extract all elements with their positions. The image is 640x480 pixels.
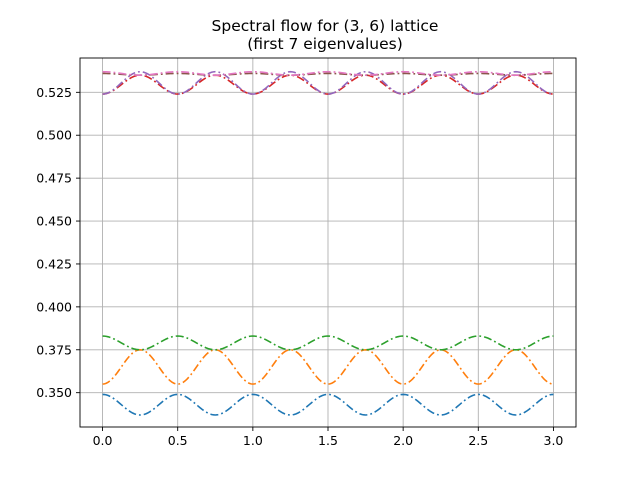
eigenvalue-series-line-3 — [102, 335, 554, 351]
axis-ticks: 0.0 0.5 1.0 1.5 2.0 2.5 3.0 0.350 0.375 0.400 0.42… — [36, 85, 563, 448]
y-tick-label: 0.350 — [36, 385, 72, 400]
x-tick-label: 2.0 — [393, 433, 413, 448]
chart-subtitle: (first 7 eigenvalues) — [247, 35, 403, 53]
x-tick-label: 1.5 — [318, 433, 338, 448]
y-tick-label: 0.500 — [36, 128, 72, 143]
x-tick-label: 3.0 — [544, 433, 564, 448]
y-tick-label: 0.525 — [36, 85, 72, 100]
eigenvalue-series-line-6 — [102, 72, 554, 76]
y-tick-label: 0.425 — [36, 256, 72, 271]
y-tick-label: 0.450 — [36, 214, 72, 229]
eigenvalue-series-line-2 — [102, 348, 554, 385]
x-tick-label: 1.0 — [243, 433, 263, 448]
plot-lines — [102, 70, 554, 416]
eigenvalue-series-line-7 — [102, 70, 554, 76]
y-tick-label: 0.375 — [36, 342, 72, 357]
chart-title: Spectral flow for (3, 6) lattice — [212, 17, 439, 35]
x-tick-label: 0.5 — [168, 433, 188, 448]
eigenvalue-series-line-5 — [102, 70, 554, 95]
eigenvalue-series-line-1 — [102, 393, 554, 416]
y-tick-label: 0.400 — [36, 299, 72, 314]
grid — [80, 58, 576, 427]
y-tick-label: 0.475 — [36, 171, 72, 186]
x-tick-label: 2.5 — [468, 433, 488, 448]
x-tick-label: 0.0 — [93, 433, 113, 448]
